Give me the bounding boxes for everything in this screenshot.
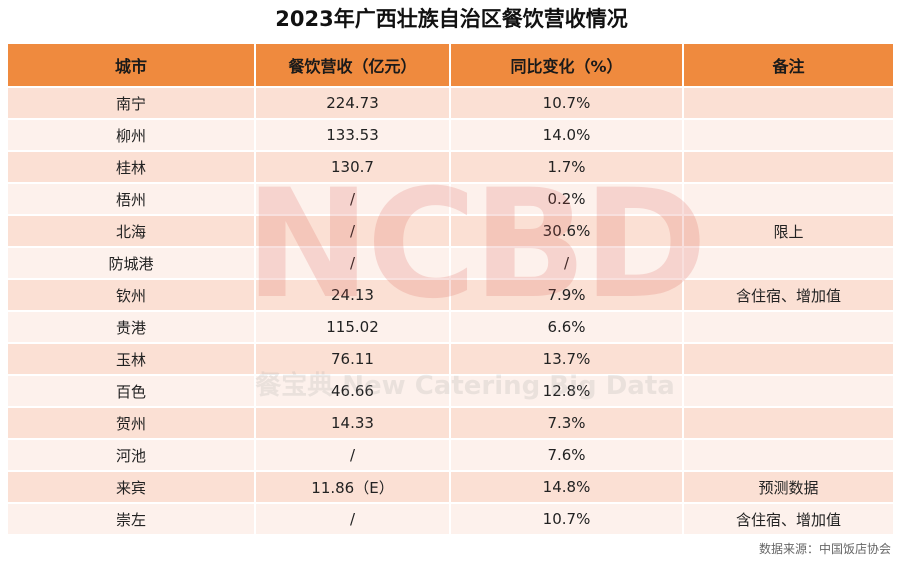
cell-yoy-change: 30.6% (450, 214, 684, 247)
table-row: 百色 46.66 12.8% (8, 374, 893, 407)
cell-revenue: 14.33 (255, 406, 451, 439)
cell-yoy-change: 6.6% (450, 310, 684, 343)
cell-remarks: 预测数据 (683, 470, 893, 503)
cell-revenue: / (255, 214, 451, 247)
cell-remarks: 含住宿、增加值 (683, 502, 893, 534)
table-row: 河池/7.6% (8, 438, 893, 471)
cell-yoy-change: 7.9% (450, 278, 684, 311)
cell-revenue: / (255, 438, 451, 471)
cell-revenue: 130.7 (255, 150, 451, 183)
cell-yoy-change: 14.0% (450, 118, 684, 151)
cell-remarks: 含住宿、增加值 (683, 278, 893, 311)
cell-yoy-change: 7.6% (450, 438, 684, 471)
revenue-table: 城市 餐饮营收（亿元） 同比变化（%） 备注 南宁 224.73 10.7% 柳州 13… (8, 44, 893, 534)
cell-yoy-change: 0.2% (450, 182, 684, 215)
cell-yoy-change: 10.7% (450, 502, 684, 534)
cell-yoy-change: 13.7% (450, 342, 684, 375)
cell-city: 钦州 (8, 278, 256, 311)
data-source-note: 数据来源：中国饭店协会 (758, 542, 891, 556)
table-row: 南宁 224.73 10.7% (8, 86, 893, 119)
cell-revenue: 24.13 (255, 278, 451, 311)
cell-remarks: 限上 (683, 214, 893, 247)
table-row: 梧州/0.2% (8, 182, 893, 215)
table-row: 贵港 115.02 6.6% (8, 310, 893, 343)
cell-remarks (683, 342, 893, 375)
table-row: 玉林 76.11 13.7% (8, 342, 893, 375)
cell-revenue: 76.11 (255, 342, 451, 375)
header-yoy-change: 同比变化（%） (450, 44, 684, 87)
cell-revenue: 115.02 (255, 310, 451, 343)
cell-city: 玉林 (8, 342, 256, 375)
cell-remarks (683, 86, 893, 119)
table-header-row: 城市 餐饮营收（亿元） 同比变化（%） 备注 (8, 44, 893, 87)
cell-revenue: 133.53 (255, 118, 451, 151)
cell-revenue: 46.66 (255, 374, 451, 407)
cell-yoy-change: 10.7% (450, 86, 684, 119)
cell-revenue: / (255, 502, 451, 534)
table-body: 南宁 224.73 10.7% 柳州 133.53 14.0% 桂林 130.7 1.7% 梧州 /… (8, 86, 893, 534)
table-row: 钦州 24.13 7.9% 含住宿、增加值 (8, 278, 893, 311)
cell-remarks (683, 406, 893, 439)
cell-city: 河池 (8, 438, 256, 471)
cell-revenue: / (255, 182, 451, 215)
cell-revenue: 11.86（E） (255, 470, 451, 503)
table-row: 桂林 130.7 1.7% (8, 150, 893, 183)
cell-yoy-change: 7.3% (450, 406, 684, 439)
table-row: 来宾 11.86（E） 14.8% 预测数据 (8, 470, 893, 503)
cell-city: 贺州 (8, 406, 256, 439)
cell-yoy-change: 12.8% (450, 374, 684, 407)
header-revenue: 餐饮营收（亿元） (255, 44, 451, 87)
cell-remarks (683, 118, 893, 151)
cell-revenue: 224.73 (255, 86, 451, 119)
cell-city: 柳州 (8, 118, 256, 151)
table-row: 崇左/10.7% 含住宿、增加值 (8, 502, 893, 534)
cell-remarks (683, 246, 893, 279)
cell-remarks (683, 438, 893, 471)
header-remarks: 备注 (683, 44, 893, 87)
cell-remarks (683, 150, 893, 183)
cell-city: 百色 (8, 374, 256, 407)
cell-yoy-change: / (450, 246, 684, 279)
cell-city: 北海 (8, 214, 256, 247)
table-row: 防城港 / / (8, 246, 893, 279)
table-row: 贺州 14.33 7.3% (8, 406, 893, 439)
cell-yoy-change: 14.8% (450, 470, 684, 503)
cell-city: 来宾 (8, 470, 256, 503)
page-title: 2023年广西壮族自治区餐饮营收情况 (275, 7, 628, 31)
cell-yoy-change: 1.7% (450, 150, 684, 183)
cell-remarks (683, 374, 893, 407)
table-row: 柳州 133.53 14.0% (8, 118, 893, 151)
cell-city: 南宁 (8, 86, 256, 119)
cell-city: 防城港 (8, 246, 256, 279)
table-row: 北海/30.6% 限上 (8, 214, 893, 247)
cell-city: 崇左 (8, 502, 256, 534)
cell-city: 贵港 (8, 310, 256, 343)
header-city: 城市 (8, 44, 256, 87)
cell-city: 桂林 (8, 150, 256, 183)
cell-remarks (683, 310, 893, 343)
cell-remarks (683, 182, 893, 215)
cell-city: 梧州 (8, 182, 256, 215)
cell-revenue: / (255, 246, 451, 279)
